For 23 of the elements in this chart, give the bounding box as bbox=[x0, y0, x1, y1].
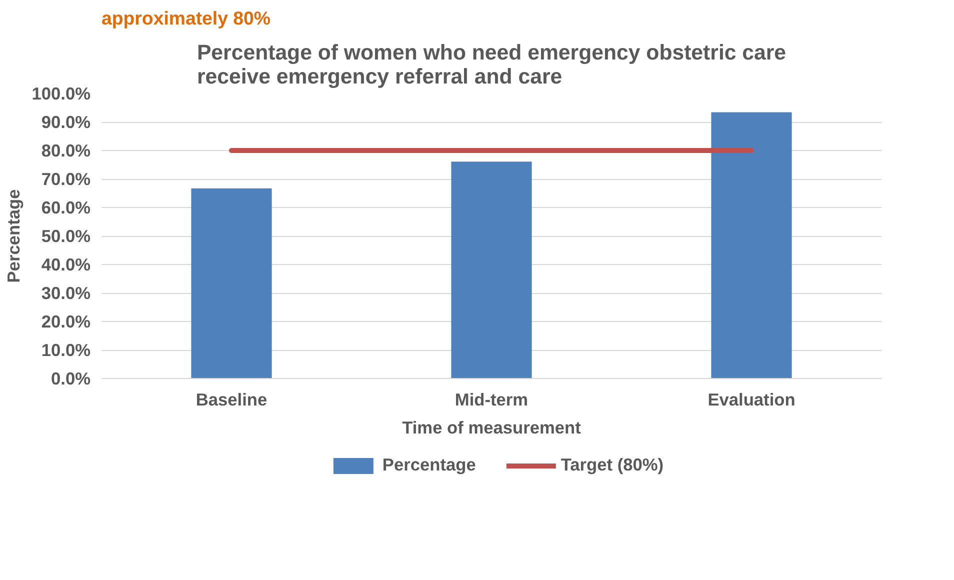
x-tick-label: Evaluation bbox=[708, 390, 796, 410]
y-tick-label: 50.0% bbox=[41, 226, 91, 246]
y-tick-label: 30.0% bbox=[41, 283, 91, 303]
x-axis-title: Time of measurement bbox=[402, 418, 582, 438]
y-tick-label: 10.0% bbox=[41, 340, 91, 360]
bar bbox=[191, 188, 272, 378]
y-tick-label: 20.0% bbox=[41, 312, 91, 332]
y-tick-label: 100.0% bbox=[32, 84, 91, 104]
y-tick-label: 40.0% bbox=[41, 254, 91, 274]
bar bbox=[451, 162, 532, 378]
y-tick-label: 60.0% bbox=[41, 198, 91, 218]
y-axis-title: Percentage bbox=[4, 188, 24, 283]
x-tick-label: Mid-term bbox=[454, 390, 528, 410]
y-tick-label: 70.0% bbox=[41, 169, 91, 189]
y-tick-label: 0.0% bbox=[51, 368, 91, 388]
chart-title: Percentage of women who need emergency obstetric care receive emergency referral and care bbox=[196, 40, 786, 88]
legend-label: Percentage bbox=[382, 454, 476, 476]
bar bbox=[711, 112, 792, 378]
legend-label: Target (80%) bbox=[560, 454, 664, 476]
text: approximately 80% bbox=[102, 8, 271, 28]
x-tick-label: Baseline bbox=[196, 390, 268, 410]
y-tick-label: 80.0% bbox=[41, 140, 91, 160]
y-tick-label: 90.0% bbox=[41, 112, 91, 132]
